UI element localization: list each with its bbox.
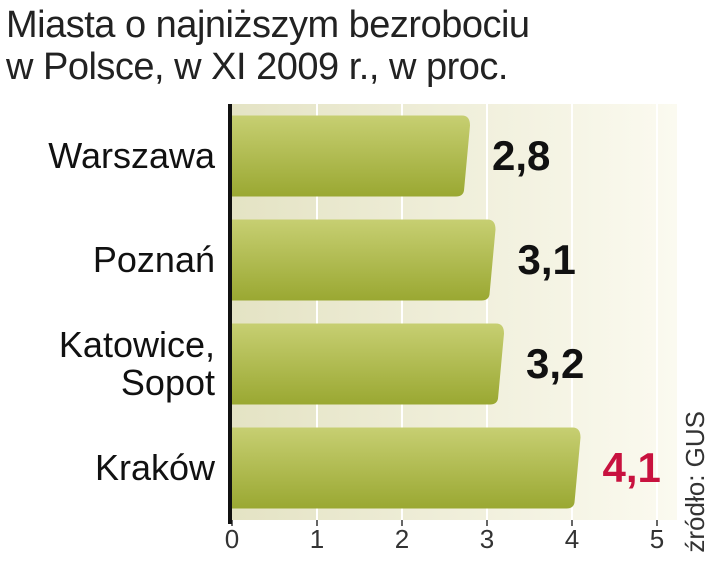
category-label: Poznań [92,239,215,280]
value-label: 2,8 [492,132,551,179]
value-label: 3,2 [526,340,585,387]
x-tick-label: 0 [224,524,240,554]
x-tick-label: 2 [394,524,410,554]
category-label: Katowice, Sopot [58,324,215,403]
chart-title: Miasta o najniższym bezrobociu w Polsce,… [6,4,530,88]
bar [232,219,496,301]
bar [232,115,470,197]
bar [232,323,504,405]
x-tick-label: 4 [564,524,580,554]
x-tick-label: 3 [479,524,495,554]
source: źródło: GUS [680,411,710,553]
x-tick-label: 1 [309,524,325,554]
value-label: 3,1 [517,236,576,283]
category-label: Kraków [94,447,215,488]
category-label: Warszawa [48,135,215,176]
x-tick-label: 5 [649,524,665,554]
bar [232,427,581,509]
value-label: 4,1 [602,444,661,491]
